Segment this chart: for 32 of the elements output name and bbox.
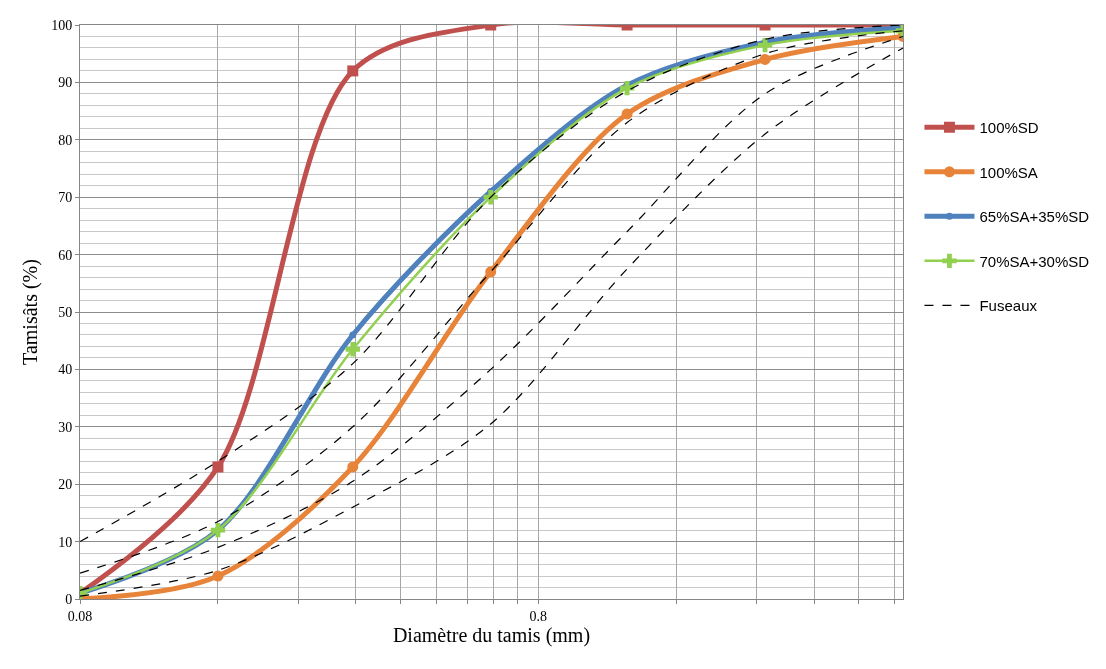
y-tick-label: 40 [58, 362, 73, 378]
point [483, 190, 498, 205]
legend-label: 70%SA+30%SD [979, 252, 1090, 270]
point [621, 108, 633, 120]
y-tick-label: 90 [58, 75, 73, 91]
y-tick-label: 80 [58, 132, 73, 148]
x-tick-label: 0.8 [529, 608, 548, 624]
legend-label: 100%SD [979, 119, 1039, 137]
y-tick-label: 0 [65, 591, 73, 607]
y-tick-label: 30 [58, 419, 73, 435]
point [210, 522, 226, 538]
point [619, 80, 635, 96]
legend-label: 65%SA+35%SD [979, 208, 1090, 226]
x-tick-label: 0.08 [67, 608, 93, 624]
point [485, 266, 497, 278]
y-tick-label: 10 [58, 534, 73, 550]
y-tick-label: 60 [58, 247, 73, 263]
y-axis-title: Tamisâts (%) [18, 259, 42, 365]
y-tick-label: 50 [58, 304, 73, 320]
legend-label: Fuseaux [979, 297, 1038, 315]
point [349, 331, 357, 339]
legend-label: 100%SA [979, 163, 1038, 181]
point [212, 461, 224, 473]
y-tick-label: 100 [51, 17, 73, 33]
point [345, 342, 360, 357]
y-tick-label: 20 [58, 477, 73, 493]
x-axis-title: Diamètre du tamis (mm) [392, 623, 591, 647]
point [347, 461, 359, 473]
y-tick-label: 70 [58, 190, 73, 206]
point [347, 65, 359, 77]
point [212, 570, 224, 582]
point [759, 53, 771, 65]
